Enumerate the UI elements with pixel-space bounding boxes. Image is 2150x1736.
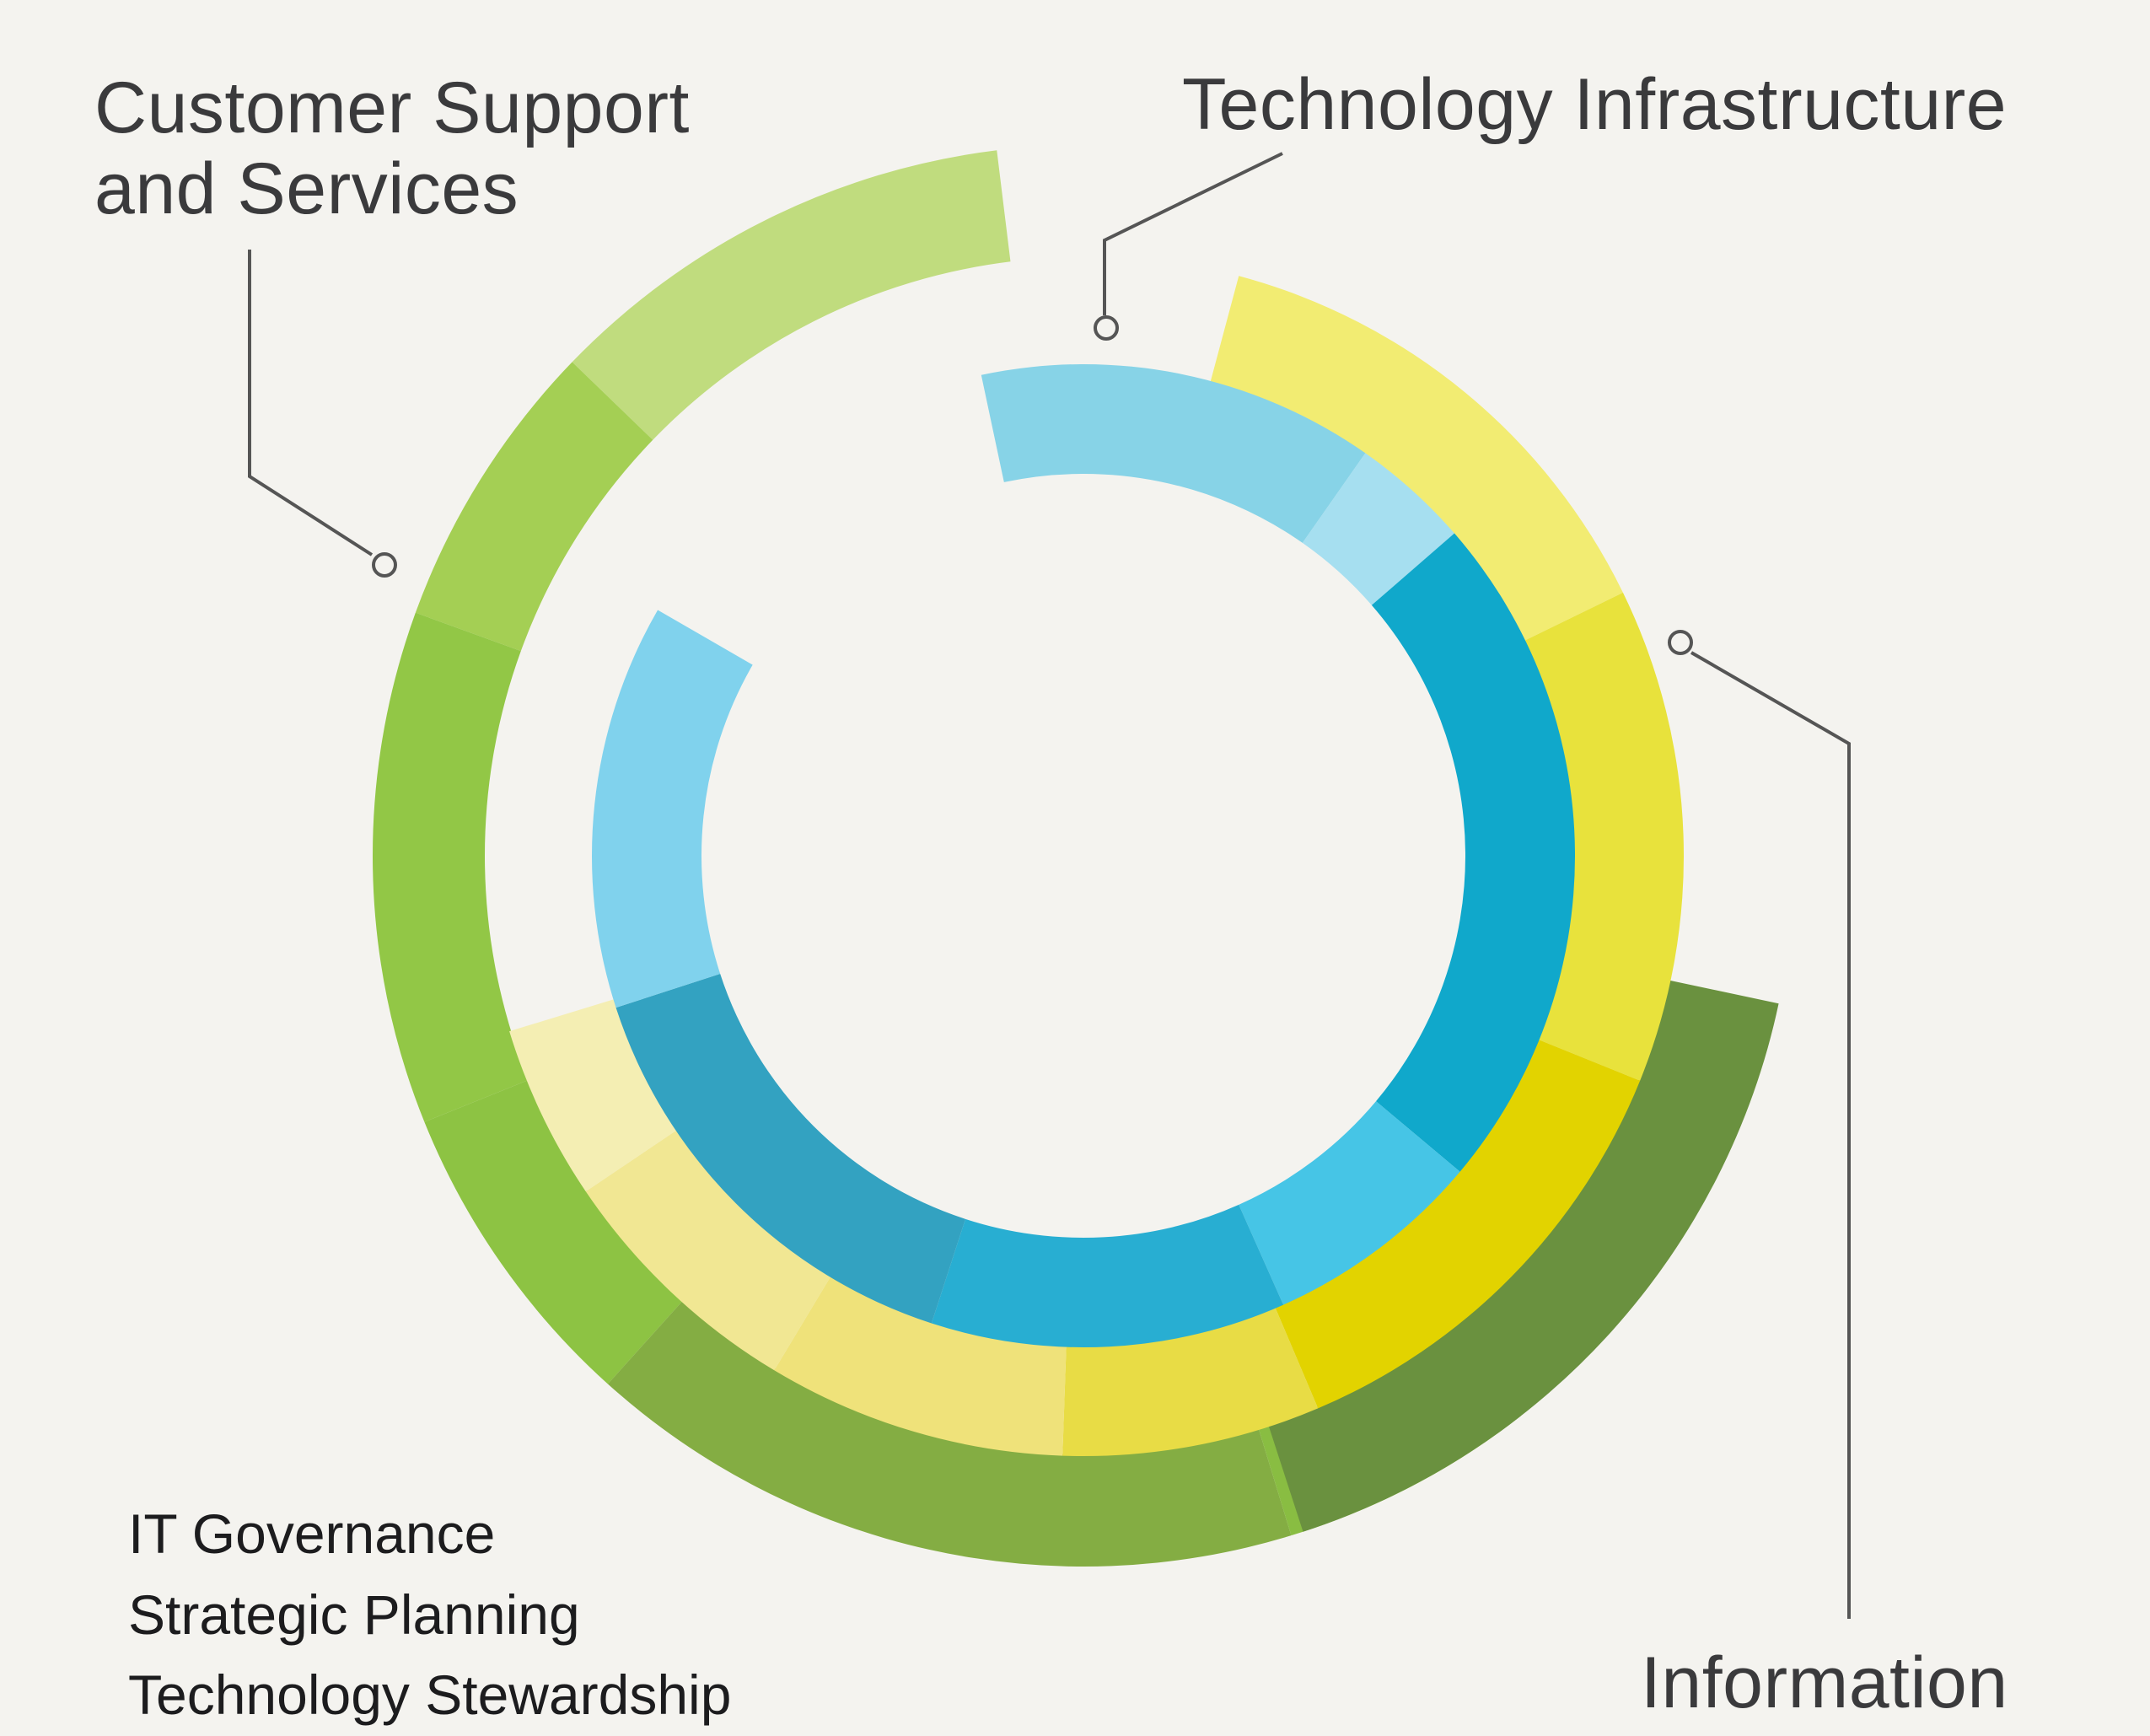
customer-support-label: Customer Support and Services xyxy=(94,67,690,230)
customer-connector-dot xyxy=(372,552,397,578)
middle-ring-segment xyxy=(1524,592,1685,1081)
information-label: Information xyxy=(1641,1642,2008,1723)
technology-infrastructure-label: Technology Infrastructure xyxy=(1182,64,2008,145)
technology-connector-dot xyxy=(1094,315,1119,341)
information-connector-dot xyxy=(1668,630,1693,655)
inner-ring-segment xyxy=(1371,533,1575,1172)
outer-ring-segment xyxy=(415,362,653,652)
outer-ring-segment xyxy=(607,1300,1292,1567)
diagram-canvas xyxy=(248,150,1851,1619)
inner-ring-segment xyxy=(592,610,753,1008)
inner-ring-segment xyxy=(981,364,1366,543)
outer-ring-segment xyxy=(572,150,1011,440)
ring-segments xyxy=(373,150,1779,1567)
inner-ring-segment xyxy=(1239,1101,1460,1305)
list-item: Technology Stewardship xyxy=(128,1663,732,1727)
inner-ring-segment xyxy=(931,1204,1284,1348)
list-item: IT Governance xyxy=(128,1502,496,1565)
customer-connector-line xyxy=(248,250,374,556)
connector-lines xyxy=(248,152,1851,1619)
customer-support-line1: Customer Support xyxy=(94,67,690,148)
middle-ring-segment xyxy=(585,1130,831,1371)
list-item: Strategic Planning xyxy=(128,1583,580,1646)
governance-list: IT Governance Strategic Planning Technol… xyxy=(128,1494,731,1736)
middle-ring-segment xyxy=(509,999,677,1192)
information-connector-line xyxy=(1690,651,1851,1619)
inner-ring-segment xyxy=(1302,453,1454,605)
inner-ring-segment xyxy=(615,973,966,1324)
middle-ring-segment xyxy=(1275,1040,1641,1409)
customer-support-line2: and Services xyxy=(94,148,519,230)
outer-ring-segment xyxy=(424,1079,683,1384)
middle-ring-segment xyxy=(1210,276,1623,641)
outer-ring-segment xyxy=(1268,980,1779,1532)
middle-ring-segment xyxy=(774,1276,1067,1456)
outer-ring-segment xyxy=(373,612,529,1122)
technology-connector-line xyxy=(1103,152,1283,315)
